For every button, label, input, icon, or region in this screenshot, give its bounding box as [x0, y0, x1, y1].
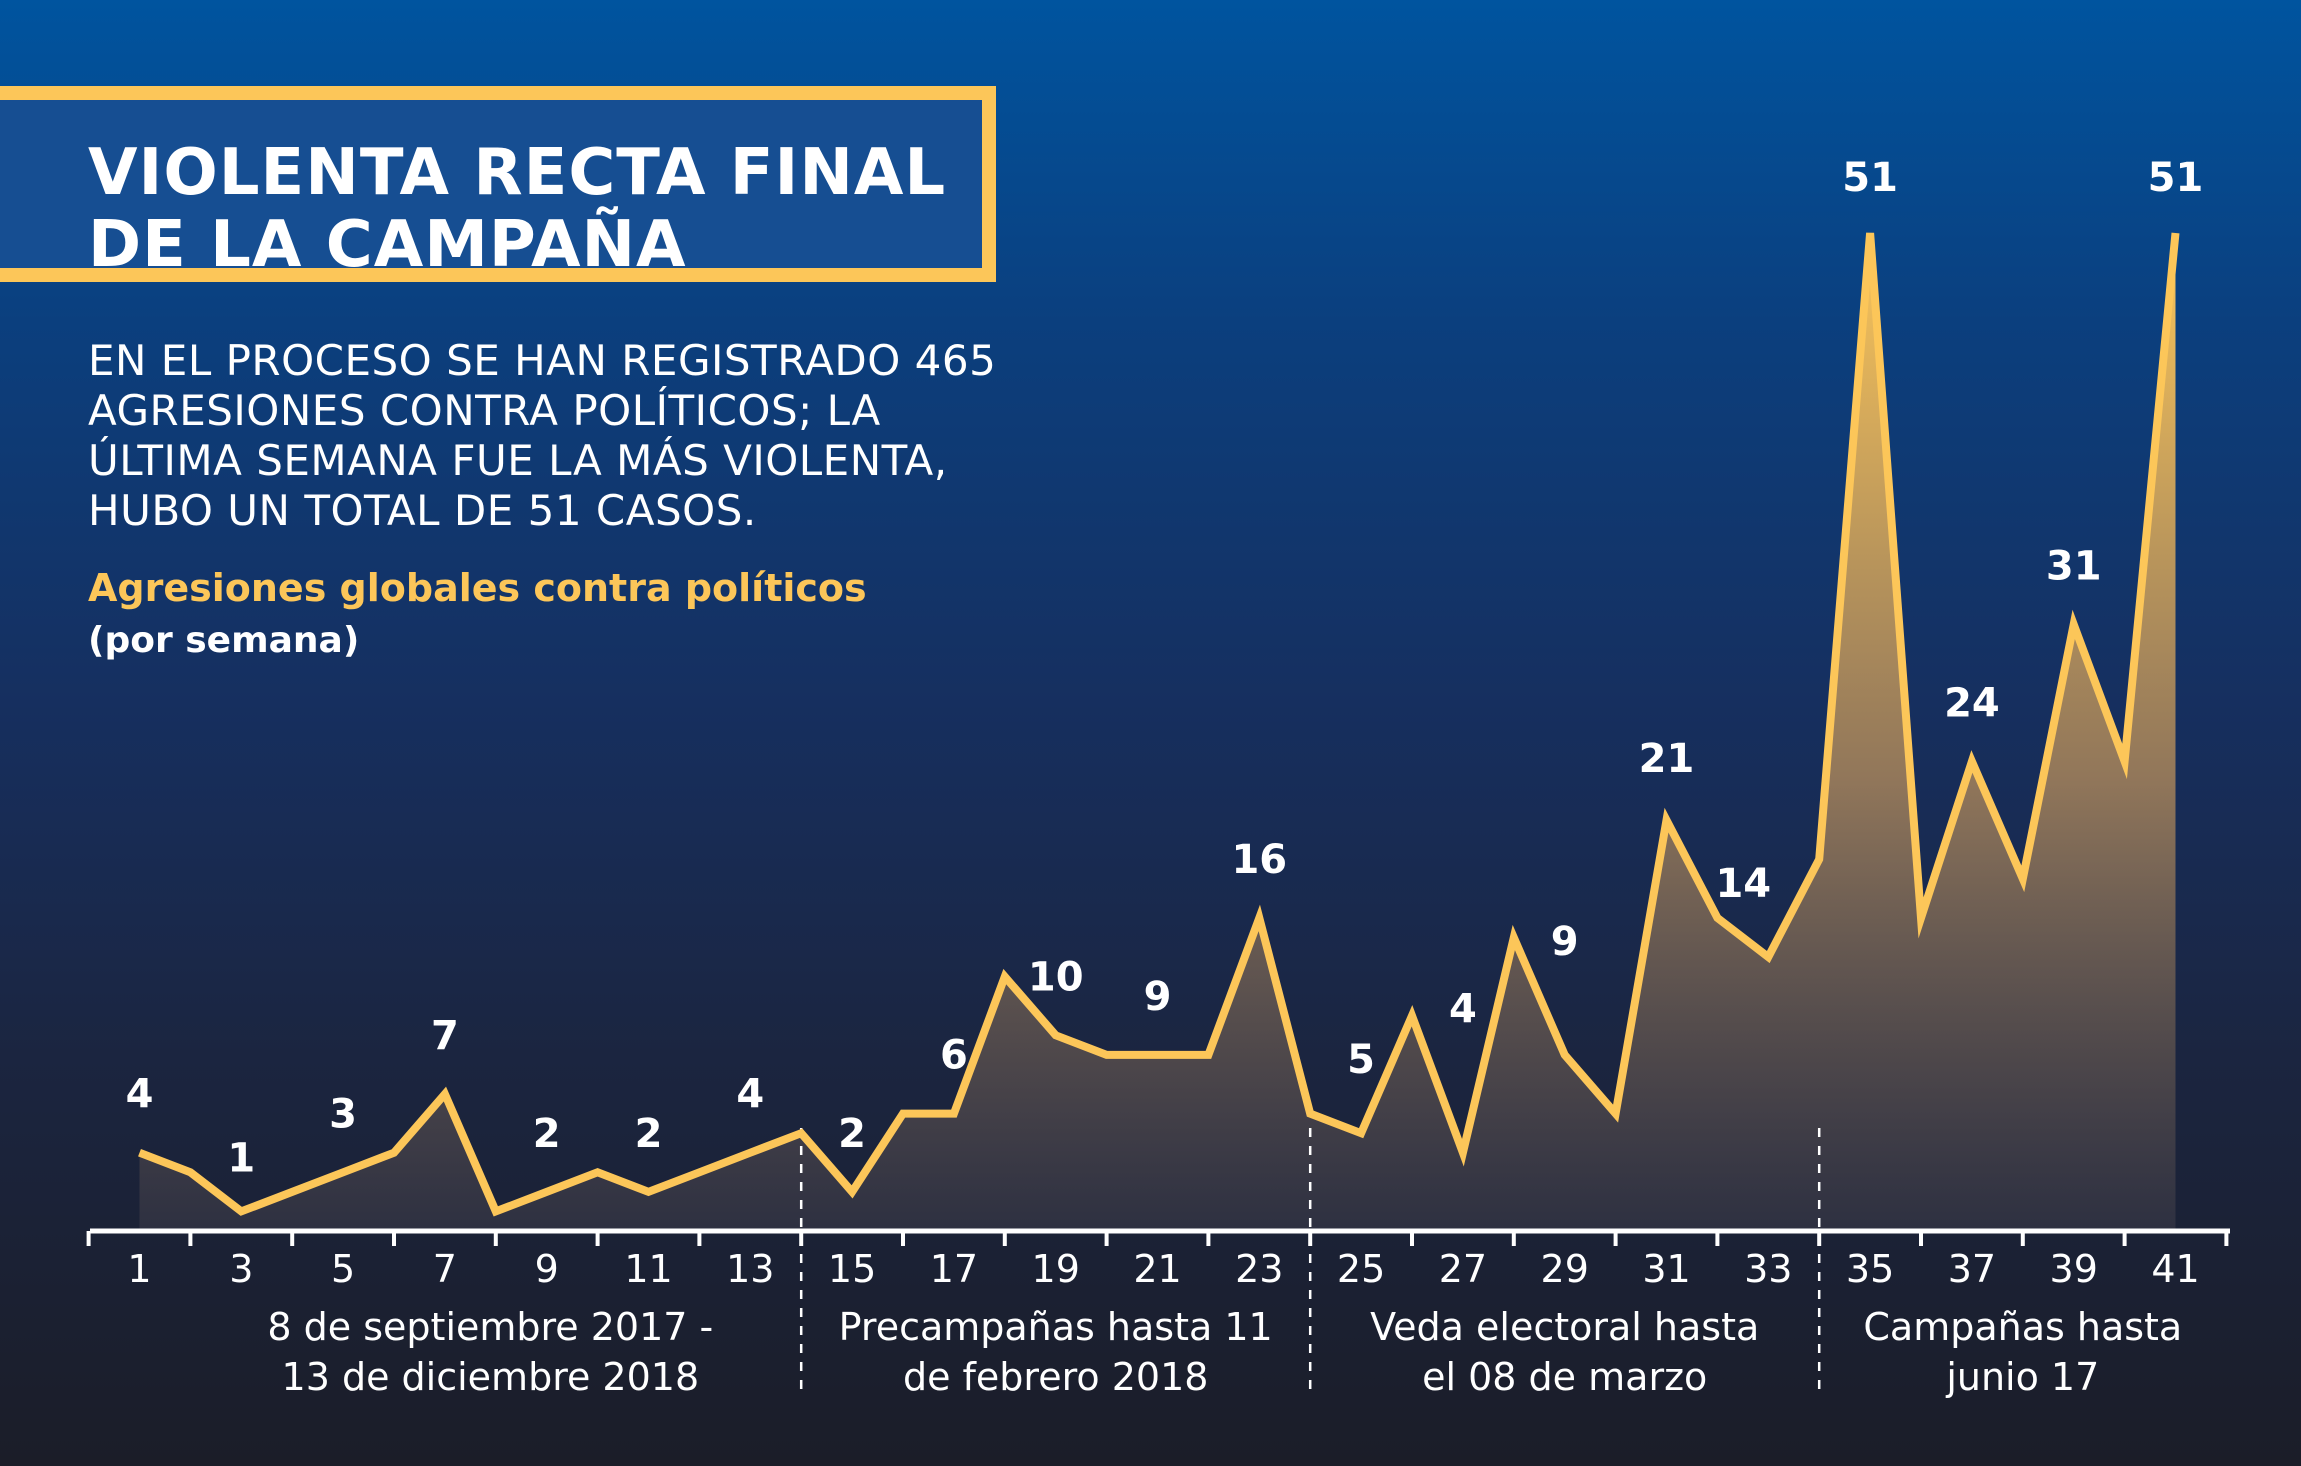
data-label: 24: [1944, 680, 2000, 726]
data-label: 2: [635, 1111, 663, 1157]
period-label-3-line-1: Veda electoral hasta: [1370, 1305, 1759, 1349]
period-label-1-line-2: 13 de diciembre 2018: [282, 1355, 700, 1399]
x-tick-label: 25: [1337, 1247, 1385, 1291]
data-label: 4: [736, 1072, 764, 1118]
period-label-4-line-1: Campañas hasta: [1863, 1305, 2182, 1349]
period-label-4-line-2: junio 17: [1945, 1355, 2099, 1399]
data-label: 4: [126, 1072, 154, 1118]
x-tick-label: 33: [1744, 1247, 1792, 1291]
series-line: [138, 232, 2180, 1217]
data-label: 9: [1551, 919, 1579, 965]
data-label: 7: [431, 1013, 459, 1059]
x-tick-label: 11: [624, 1247, 672, 1291]
x-tick-label: 23: [1235, 1247, 1283, 1291]
period-label-1-line-1: 8 de septiembre 2017 -: [267, 1305, 713, 1349]
x-tick-label: 9: [535, 1247, 559, 1291]
x-tick-label: 15: [828, 1247, 876, 1291]
subtitle-line-1: EN EL PROCESO SE HAN REGISTRADO 465: [88, 336, 997, 385]
x-tick-label: 39: [2050, 1247, 2098, 1291]
data-label: 16: [1231, 837, 1287, 883]
data-label: 2: [838, 1111, 866, 1157]
data-label: 2: [533, 1111, 561, 1157]
data-label: 51: [1842, 155, 1898, 201]
data-label: 5: [1347, 1037, 1375, 1083]
period-label-2-line-2: de febrero 2018: [903, 1355, 1208, 1399]
x-tick-label: 27: [1439, 1247, 1487, 1291]
data-label: 31: [2046, 543, 2102, 589]
page-title-line-2: DE LA CAMPAÑA: [88, 208, 687, 282]
x-tick-label: 19: [1032, 1247, 1080, 1291]
data-label: 51: [2148, 155, 2204, 201]
x-tick-label: 7: [433, 1247, 457, 1291]
series-unit: (por semana): [88, 620, 360, 661]
x-tick-label: 13: [726, 1247, 774, 1291]
series-area: [139, 233, 2176, 1231]
x-tick-label: 37: [1948, 1247, 1996, 1291]
series-label: Agresiones globales contra políticos: [88, 566, 867, 610]
x-tick-label: 21: [1133, 1247, 1181, 1291]
period-label-3-line-2: el 08 de marzo: [1422, 1355, 1707, 1399]
data-label: 14: [1715, 861, 1771, 907]
x-tick-label: 5: [331, 1247, 355, 1291]
x-tick-label: 31: [1642, 1247, 1690, 1291]
subtitle-line-4: HUBO UN TOTAL DE 51 CASOS.: [88, 486, 757, 535]
data-label: 9: [1144, 974, 1172, 1020]
page-title-line-1: VIOLENTA RECTA FINAL: [88, 136, 947, 210]
x-tick-label: 1: [127, 1247, 151, 1291]
data-label: 10: [1028, 954, 1084, 1000]
x-tick-label: 41: [2151, 1247, 2199, 1291]
data-label: 6: [940, 1033, 968, 1079]
subtitle-line-2: AGRESIONES CONTRA POLÍTICOS; LA: [88, 386, 881, 435]
x-tick-label: 17: [930, 1247, 978, 1291]
data-label: 21: [1639, 736, 1695, 782]
data-label: 1: [227, 1135, 255, 1181]
x-tick-label: 35: [1846, 1247, 1894, 1291]
period-label-2-line-1: Precampañas hasta 11: [839, 1305, 1273, 1349]
title-box: VIOLENTA RECTA FINAL DE LA CAMPAÑA: [0, 86, 996, 282]
subtitle-line-3: ÚLTIMA SEMANA FUE LA MÁS VIOLENTA,: [88, 436, 948, 485]
data-label: 4: [1449, 987, 1477, 1033]
x-tick-label: 3: [229, 1247, 253, 1291]
data-label: 3: [329, 1091, 357, 1137]
x-tick-label: 29: [1541, 1247, 1589, 1291]
